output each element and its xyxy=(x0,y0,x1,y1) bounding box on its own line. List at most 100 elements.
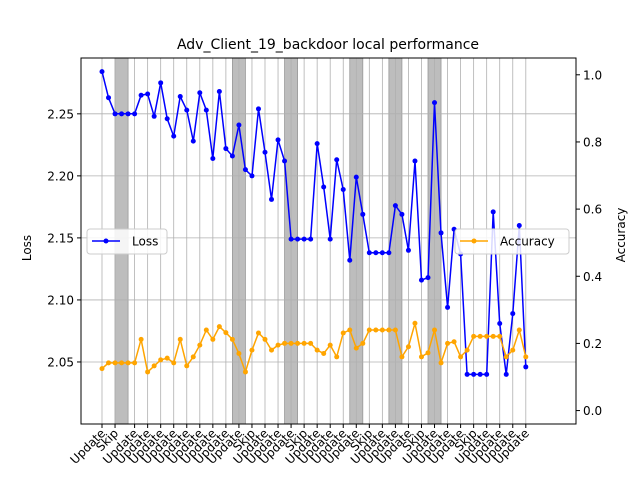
loss-point xyxy=(138,92,144,98)
loss-point xyxy=(321,184,327,190)
right-tick-label: 0.0 xyxy=(583,404,602,418)
loss-legend-label: Loss xyxy=(132,235,158,249)
loss-point xyxy=(412,158,418,164)
accuracy-point xyxy=(432,327,438,333)
loss-point xyxy=(347,257,353,263)
loss-point xyxy=(106,95,112,101)
loss-legend[interactable]: Loss xyxy=(86,228,168,255)
accuracy-point xyxy=(216,324,222,330)
loss-legend-marker xyxy=(103,238,109,244)
loss-point xyxy=(399,211,405,217)
accuracy-legend-label: Accuracy xyxy=(500,235,555,249)
accuracy-point xyxy=(242,369,248,375)
loss-point xyxy=(242,167,248,173)
accuracy-point xyxy=(255,330,261,336)
left-tick-label: 2.10 xyxy=(47,293,74,307)
accuracy-point xyxy=(471,333,477,339)
accuracy-point xyxy=(184,363,190,369)
accuracy-point xyxy=(138,336,144,342)
loss-point xyxy=(249,173,255,179)
loss-point xyxy=(340,187,346,193)
accuracy-point xyxy=(438,360,444,366)
accuracy-point xyxy=(523,354,529,360)
accuracy-point xyxy=(334,354,340,360)
accuracy-point xyxy=(451,339,457,345)
accuracy-point xyxy=(366,327,372,333)
loss-point xyxy=(288,236,294,242)
accuracy-point xyxy=(197,342,203,348)
accuracy-point xyxy=(418,354,424,360)
right-tick-label: 0.6 xyxy=(583,203,602,217)
accuracy-point xyxy=(151,363,157,369)
accuracy-point xyxy=(99,366,105,372)
accuracy-point xyxy=(164,355,170,361)
accuracy-point xyxy=(490,333,496,339)
accuracy-point xyxy=(177,336,183,342)
loss-point xyxy=(112,111,118,117)
accuracy-point xyxy=(321,350,327,356)
loss-point xyxy=(275,137,281,143)
x-axis-ticks: UpdateSkipUpdateUpdateUpdateUpdateUpdate… xyxy=(67,424,532,467)
loss-point xyxy=(236,122,242,128)
loss-point xyxy=(373,250,379,256)
accuracy-point xyxy=(386,327,392,333)
loss-point xyxy=(477,371,483,377)
loss-point xyxy=(379,250,385,256)
loss-point xyxy=(327,236,333,242)
accuracy-point xyxy=(125,360,131,366)
loss-point xyxy=(210,155,216,161)
loss-point xyxy=(99,69,105,75)
loss-point xyxy=(334,157,340,163)
accuracy-point xyxy=(412,320,418,326)
accuracy-point xyxy=(145,369,151,375)
accuracy-legend-marker xyxy=(471,238,477,244)
accuracy-point xyxy=(203,327,209,333)
loss-point xyxy=(314,141,320,147)
accuracy-legend-box xyxy=(454,228,570,255)
accuracy-point xyxy=(327,342,333,348)
accuracy-point xyxy=(484,333,490,339)
loss-point xyxy=(464,371,470,377)
accuracy-point xyxy=(458,354,464,360)
accuracy-point xyxy=(360,340,366,346)
accuracy-point xyxy=(249,347,255,353)
loss-point xyxy=(490,209,496,215)
right-tick-label: 1.0 xyxy=(583,68,602,82)
loss-legend-box xyxy=(86,228,168,255)
right-axis-ticks: 0.0 0.2 0.4 0.6 0.8 1.0 xyxy=(576,68,602,418)
accuracy-point xyxy=(106,360,112,366)
loss-point xyxy=(295,236,301,242)
loss-point xyxy=(197,90,203,96)
loss-point xyxy=(432,100,438,106)
accuracy-point xyxy=(516,327,522,333)
loss-point xyxy=(418,277,424,283)
loss-point xyxy=(405,247,411,253)
accuracy-point xyxy=(340,330,346,336)
right-tick-label: 0.8 xyxy=(583,135,602,149)
loss-point xyxy=(503,371,509,377)
accuracy-point xyxy=(392,327,398,333)
accuracy-point xyxy=(158,357,164,363)
accuracy-point xyxy=(132,360,138,366)
left-tick-label: 2.20 xyxy=(47,169,74,183)
accuracy-point xyxy=(308,340,314,346)
loss-point xyxy=(184,107,190,113)
accuracy-point xyxy=(210,336,216,342)
loss-point xyxy=(366,250,372,256)
accuracy-point xyxy=(262,336,268,342)
left-axis-label: Loss xyxy=(20,235,34,261)
right-tick-label: 0.4 xyxy=(583,270,602,284)
loss-point xyxy=(229,153,235,159)
left-axis-ticks: 2.05 2.10 2.15 2.20 2.25 xyxy=(47,107,81,369)
plot-frame xyxy=(80,57,577,425)
accuracy-point xyxy=(119,360,125,366)
accuracy-legend[interactable]: Accuracy xyxy=(454,228,570,255)
accuracy-point xyxy=(445,340,451,346)
loss-point xyxy=(171,133,177,139)
accuracy-point xyxy=(223,330,229,336)
loss-point xyxy=(125,111,131,117)
loss-point xyxy=(438,230,444,236)
loss-point xyxy=(164,116,170,122)
accuracy-point xyxy=(314,347,320,353)
